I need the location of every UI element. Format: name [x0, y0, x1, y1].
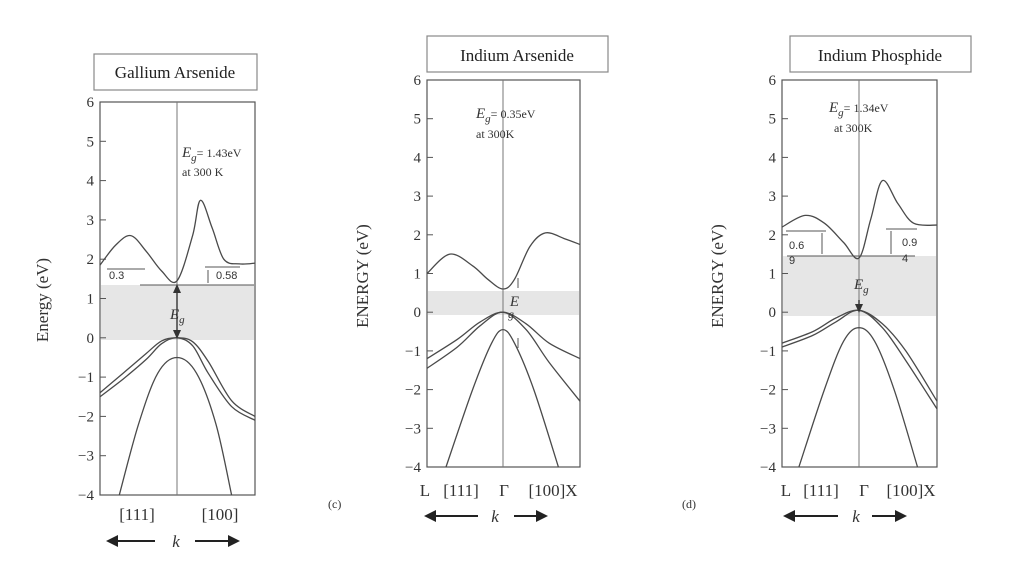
- panel-label: (c): [328, 497, 341, 511]
- x-tick-label: L: [420, 481, 430, 500]
- x-tick-label: [111]: [119, 505, 155, 524]
- y-tick-label: 1: [414, 267, 422, 283]
- x-tick-label: [100]X: [528, 481, 577, 500]
- k-arrow-left-head: [424, 510, 436, 522]
- y-axis-label: ENERGY (eV): [353, 224, 372, 328]
- x-tick-label: [100]X: [886, 481, 935, 500]
- x-tick-label: Γ: [499, 481, 509, 500]
- y-tick-label: −4: [405, 460, 421, 476]
- y-tick-label: −2: [760, 383, 776, 399]
- y-tick-label: 6: [414, 73, 422, 89]
- gap-arrow-head: [173, 284, 181, 293]
- valley-label: 0.58: [216, 270, 237, 282]
- y-tick-label: 4: [414, 150, 422, 166]
- y-tick-label: 0: [414, 305, 422, 321]
- x-axis-label: k: [172, 532, 180, 551]
- panel-label: (d): [682, 497, 696, 511]
- panel-indium-phosphide: Indium Phosphide 6 5 4 3 2 1 0 −1 −2 −3 −4 0.6 9 0…: [682, 35, 972, 526]
- gap-label: Eg: [853, 277, 869, 296]
- conduction-band-curve: [426, 232, 581, 290]
- valley-label: 0.9: [902, 237, 917, 249]
- y-tick-label: −4: [78, 488, 94, 504]
- chart-title: Indium Arsenide: [460, 46, 574, 65]
- title-box: [426, 35, 609, 73]
- y-axis: 6 5 4 3 2 1 0 −1 −2 −3 −4: [760, 73, 788, 476]
- y-tick-label: −2: [405, 383, 421, 399]
- x-tick-label: L: [781, 481, 791, 500]
- y-tick-label: 5: [769, 112, 777, 128]
- valley-label: 0.3: [109, 270, 124, 282]
- k-arrow-right-head: [895, 510, 907, 522]
- y-tick-label: 1: [87, 292, 95, 308]
- y-tick-label: 2: [87, 252, 95, 268]
- valley-label: 4: [902, 253, 908, 265]
- y-tick-label: 2: [414, 228, 422, 244]
- gap-value-label: Eg= 1.34eV: [828, 100, 889, 119]
- y-tick-label: 0: [87, 331, 95, 347]
- k-arrow-left-head: [106, 535, 118, 547]
- y-axis: 6 5 4 3 2 1 0 −1 −2 −3 −4: [78, 95, 106, 504]
- chart-title: Indium Phosphide: [818, 46, 942, 65]
- y-tick-label: 6: [87, 95, 95, 111]
- temperature-label: at 300K: [476, 127, 515, 141]
- y-tick-label: −1: [760, 344, 776, 360]
- valence-band-curve: [798, 327, 919, 468]
- title-box: [93, 53, 258, 91]
- k-arrow-left-head: [783, 510, 795, 522]
- k-arrow-right-head: [536, 510, 548, 522]
- y-tick-label: −3: [405, 421, 421, 437]
- conduction-band-curve: [99, 199, 256, 284]
- temperature-label: at 300 K: [182, 165, 224, 179]
- valence-band-curve: [118, 356, 233, 496]
- y-tick-label: 5: [87, 134, 95, 150]
- y-tick-label: −4: [760, 460, 776, 476]
- y-tick-label: 0: [769, 305, 777, 321]
- y-tick-label: 1: [769, 267, 777, 283]
- x-tick-label: [111]: [443, 481, 479, 500]
- y-tick-label: −3: [760, 421, 776, 437]
- y-axis: 6 5 4 3 2 1 0 −1 −2 −3 −4: [405, 73, 433, 476]
- x-tick-label: Γ: [859, 481, 869, 500]
- y-tick-label: −2: [78, 409, 94, 425]
- panel-gallium-arsenide: Gallium Arsenide 6 5 4 3 2 1 0 −1 −2 −3 −4 0.3 0.5…: [33, 53, 258, 551]
- chart-title: Gallium Arsenide: [115, 63, 235, 82]
- y-tick-label: 5: [414, 112, 422, 128]
- y-axis-label: Energy (eV): [33, 258, 52, 342]
- y-tick-label: 4: [87, 174, 95, 190]
- gap-label: Eg: [169, 307, 185, 326]
- conduction-band-curve: [781, 179, 938, 260]
- valley-label: 9: [789, 255, 795, 267]
- y-tick-label: 4: [769, 150, 777, 166]
- title-box: [789, 35, 972, 73]
- y-tick-label: 2: [769, 228, 777, 244]
- y-tick-label: 3: [87, 213, 95, 229]
- x-tick-label: [100]: [202, 505, 239, 524]
- gap-value-label: Eg= 0.35eV: [475, 106, 536, 125]
- y-axis-label: ENERGY (eV): [708, 224, 727, 328]
- x-axis-label: k: [491, 507, 499, 526]
- gap-arrow-head: [855, 304, 863, 313]
- temperature-label: at 300K: [834, 121, 873, 135]
- valence-band-curve: [426, 311, 581, 402]
- y-tick-label: −1: [78, 370, 94, 386]
- gap-value-label: Eg= 1.43eV: [181, 145, 242, 164]
- y-tick-label: 3: [414, 189, 422, 205]
- x-tick-label: [111]: [803, 481, 839, 500]
- y-tick-label: −3: [78, 449, 94, 465]
- y-tick-label: 6: [769, 73, 777, 89]
- valley-label: 0.6: [789, 240, 804, 252]
- y-tick-label: −1: [405, 344, 421, 360]
- gap-arrow-head: [173, 330, 181, 339]
- x-axis-label: k: [852, 507, 860, 526]
- band-curves: [426, 232, 581, 468]
- valence-band-curve: [445, 328, 560, 468]
- k-arrow-right-head: [228, 535, 240, 547]
- y-tick-label: 3: [769, 189, 777, 205]
